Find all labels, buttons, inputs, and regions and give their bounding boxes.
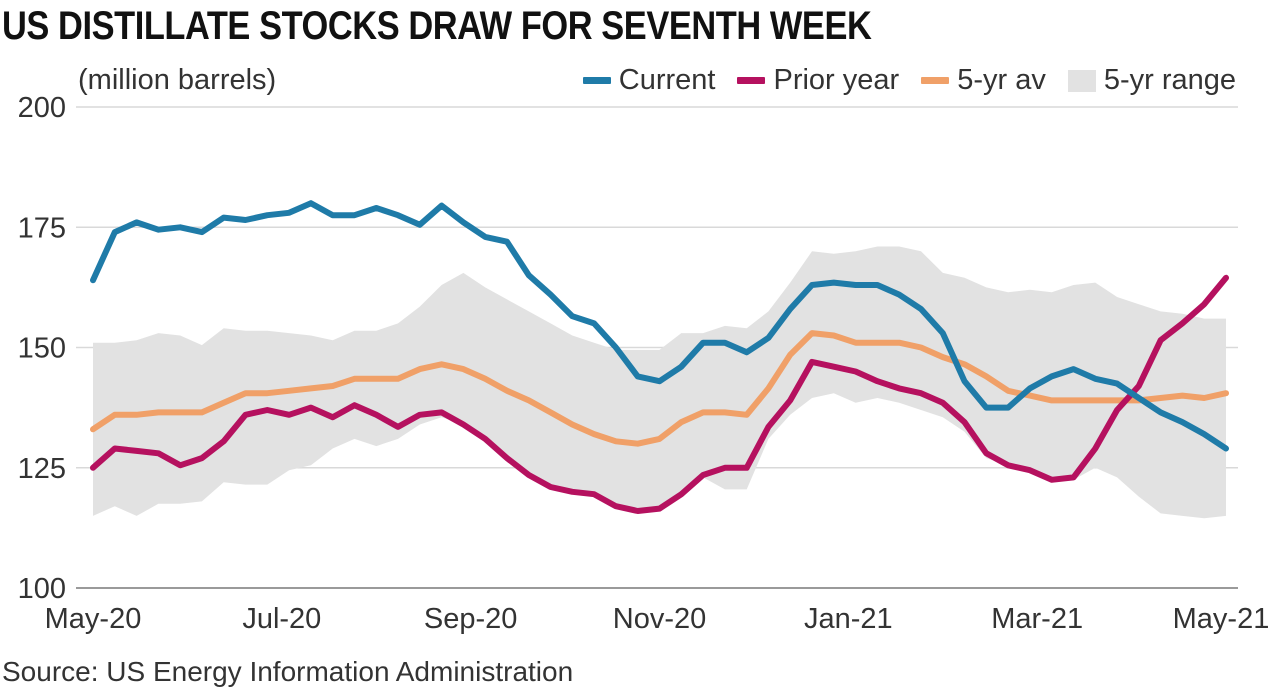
- x-tick-labels: May-20 Jul-20 Sep-20 Nov-20 Jan-21 Mar-21 May-…: [45, 603, 1270, 635]
- y-tick-label: 200: [18, 92, 66, 124]
- x-tick-label: Nov-20: [613, 603, 707, 635]
- legend-label-5yr-avg: 5-yr av: [957, 64, 1046, 96]
- series-line-avg: [90, 330, 1229, 447]
- y-tick-label: 150: [18, 333, 66, 365]
- x-tick-label: Jul-20: [242, 603, 321, 635]
- legend-swatch-5yr-avg: [921, 77, 950, 84]
- legend-label-prior-year: Prior year: [773, 64, 900, 96]
- y-tick-label: 125: [18, 453, 66, 485]
- legend-label-current: Current: [618, 64, 716, 96]
- legend-swatch-prior-year: [737, 77, 766, 84]
- legend-swatch-current: [582, 77, 611, 84]
- x-tick-label: Sep-20: [424, 603, 518, 635]
- y-tick-labels: 200 175 150 125 100: [18, 92, 66, 605]
- series-line-prior: [90, 274, 1229, 514]
- x-tick-label: May-20: [45, 603, 142, 635]
- x-tick-label: May-21: [1173, 603, 1270, 635]
- chart-title: US DISTILLATE STOCKS DRAW FOR SEVENTH WE…: [2, 4, 872, 48]
- y-tick-label: 100: [18, 573, 66, 605]
- legend-item-5yr-range: 5-yr range: [1067, 64, 1236, 97]
- legend-label-5yr-range: 5-yr range: [1103, 64, 1236, 96]
- legend-item-5yr-avg: 5-yr av: [921, 64, 1046, 97]
- series-lines: [90, 200, 1229, 514]
- x-tick-label: Jan-21: [804, 603, 893, 635]
- y-tick-label: 175: [18, 212, 66, 244]
- legend-item-prior-year: Prior year: [737, 64, 899, 97]
- y-axis-unit-label: (million barrels): [78, 64, 277, 96]
- legend-swatch-5yr-range: [1067, 69, 1096, 92]
- x-tick-label: Mar-21: [991, 603, 1083, 635]
- source-note: Source: US Energy Information Administra…: [2, 656, 574, 687]
- series-line-current: [90, 200, 1229, 452]
- legend: Current Prior year 5-yr av 5-yr range: [582, 64, 1236, 97]
- legend-item-current: Current: [582, 64, 716, 97]
